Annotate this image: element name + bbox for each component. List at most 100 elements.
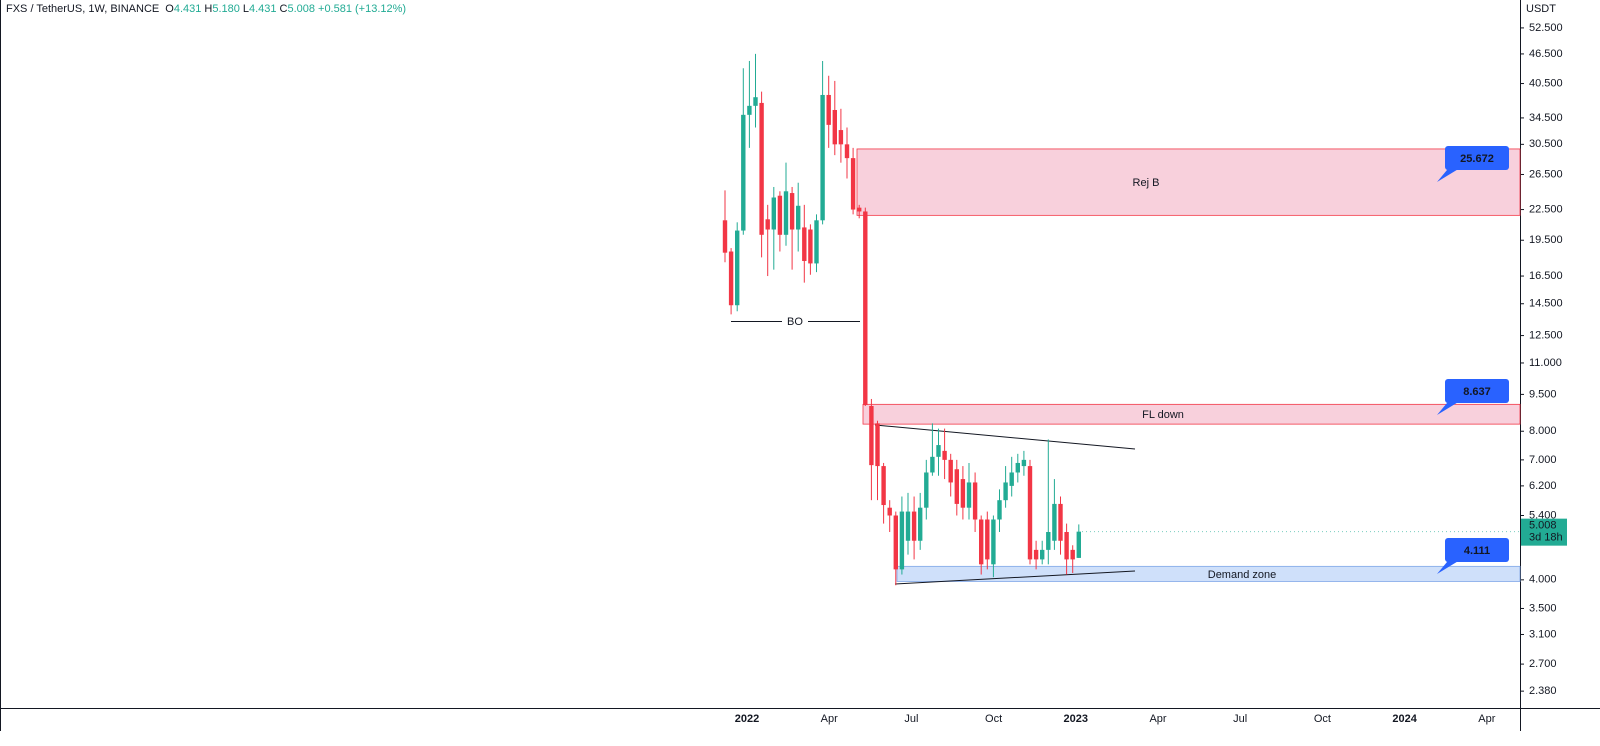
candle-body <box>881 466 886 506</box>
candle-body <box>753 97 758 106</box>
candle-body <box>1021 459 1027 467</box>
zone <box>862 403 1521 425</box>
candle <box>1027 459 1033 565</box>
candle <box>728 248 734 315</box>
candle-body <box>991 519 996 565</box>
candle <box>850 147 856 215</box>
candle <box>1076 524 1081 558</box>
ohlc-value: 5.180 <box>212 3 240 15</box>
candle <box>759 91 764 258</box>
y-tick-label: 19.500 <box>1529 234 1563 246</box>
y-tick-label: 4.000 <box>1529 574 1557 586</box>
candle-body <box>832 109 837 145</box>
change: +0.581 (+13.12%) <box>318 3 407 15</box>
candle <box>765 204 770 277</box>
candle <box>918 492 923 550</box>
y-tick-label: 6.200 <box>1529 480 1557 492</box>
zone-label: Demand zone <box>1208 569 1277 581</box>
candle <box>1064 523 1069 575</box>
candle-body <box>1033 549 1039 560</box>
ohlc-value: 4.431 <box>173 3 202 15</box>
candle <box>954 459 959 516</box>
last-price-label: 5.008 <box>1529 520 1557 532</box>
candle-body <box>1009 472 1014 486</box>
candle <box>899 496 905 575</box>
callout-label: 8.637 <box>1463 386 1491 398</box>
candle <box>887 500 892 532</box>
candle <box>1058 496 1063 555</box>
y-tick-label: 2.700 <box>1529 658 1557 670</box>
candle <box>1052 479 1057 550</box>
candle-body <box>863 211 868 406</box>
candle-body <box>857 207 862 212</box>
candle <box>863 207 868 406</box>
candle-body <box>789 193 795 230</box>
candle <box>808 224 813 275</box>
candle <box>942 428 947 480</box>
x-tick-label: Jul <box>904 713 918 725</box>
candle <box>936 428 941 476</box>
candle <box>1070 545 1075 573</box>
candle <box>722 190 728 263</box>
candle <box>753 53 758 128</box>
x-tick-label: Oct <box>985 713 1002 725</box>
candle-body <box>777 195 783 235</box>
zone-label: FL down <box>1142 409 1184 421</box>
candle-body <box>979 519 984 565</box>
candle <box>1021 450 1027 476</box>
ohlc-key: H <box>204 3 213 15</box>
candle-body <box>893 515 898 570</box>
candle <box>1046 439 1051 565</box>
y-tick-label: 3.100 <box>1529 628 1557 640</box>
y-tick-label: 40.500 <box>1529 77 1563 89</box>
candle-body <box>875 423 880 467</box>
ohlc-value: 4.431 <box>249 3 277 15</box>
ohlc-key: C <box>279 3 288 15</box>
candle-body <box>1027 466 1033 560</box>
y-tick-label: 11.000 <box>1529 357 1562 369</box>
y-tick-label: 12.500 <box>1529 329 1563 341</box>
candle-body <box>942 450 947 460</box>
candle-body <box>930 456 935 473</box>
candle-body <box>808 229 813 264</box>
candle-body <box>728 251 734 306</box>
candle <box>972 472 978 532</box>
candle <box>796 182 801 252</box>
candle <box>991 515 996 578</box>
y-tick-label: 30.500 <box>1529 138 1563 150</box>
candle-body <box>936 445 941 457</box>
candle-body <box>735 230 740 306</box>
candle <box>814 214 819 273</box>
header: FXS / TetherUS, 1W, BINANCE O4.431 H5.180… <box>6 3 409 15</box>
candle-body <box>918 507 923 541</box>
x-tick-label: Jul <box>1233 713 1247 725</box>
trend-line <box>874 424 1136 450</box>
candle <box>966 462 972 520</box>
candle <box>997 489 1002 532</box>
candle-body <box>1052 503 1057 541</box>
candle-body <box>1040 549 1045 560</box>
y-tick-label: 5.400 <box>1529 509 1557 521</box>
candle-body <box>869 405 874 466</box>
candle <box>1040 540 1045 565</box>
candle <box>960 466 966 520</box>
breakout-label: BO <box>787 316 803 328</box>
callout-box <box>1445 146 1509 170</box>
candle-body <box>887 507 892 516</box>
candle <box>789 186 795 270</box>
candle-body <box>948 459 953 483</box>
candle <box>911 496 917 560</box>
y-tick-label: 2.380 <box>1529 685 1557 697</box>
candle-body <box>1076 531 1081 558</box>
candle <box>979 515 984 575</box>
zone <box>896 565 1521 582</box>
candle <box>1015 453 1020 483</box>
candle <box>869 398 874 501</box>
y-tick-label: 8.000 <box>1529 425 1557 437</box>
candle <box>771 186 776 270</box>
y-tick-label: 9.500 <box>1529 388 1557 400</box>
candle <box>1003 466 1008 508</box>
candle <box>948 453 953 497</box>
